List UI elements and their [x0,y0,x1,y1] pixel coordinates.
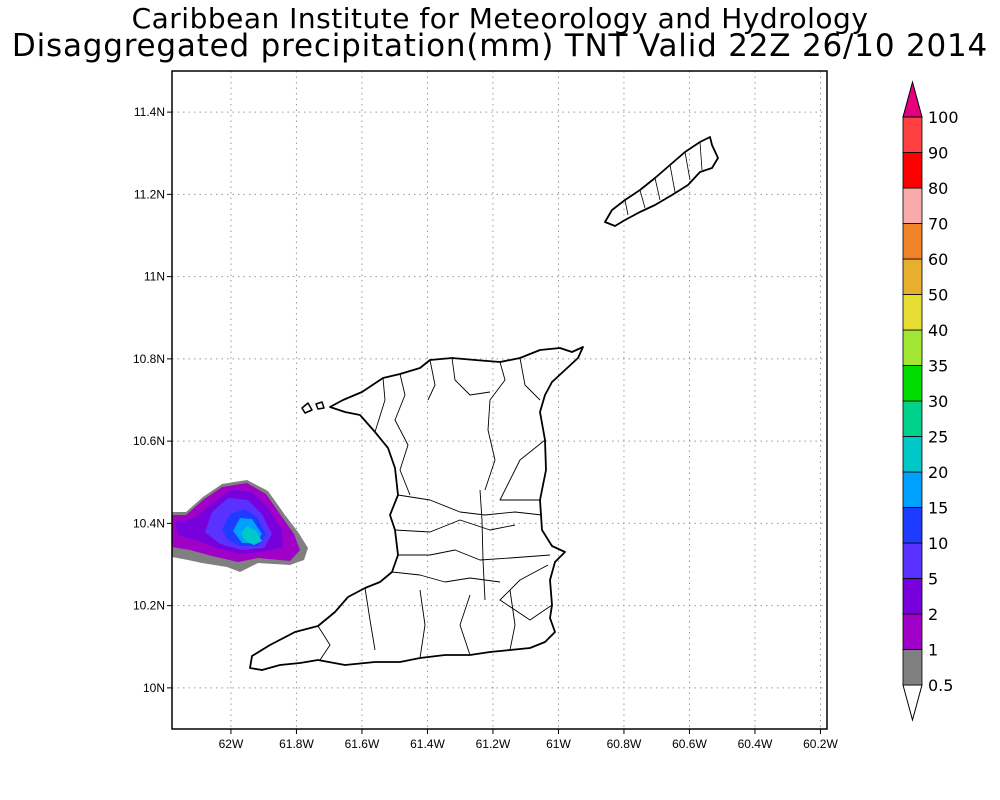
county-boundaries [317,357,553,661]
colorbar-segment [902,329,923,366]
x-tick-label: 60.2W [803,737,838,751]
colorbar-label: 5 [928,570,938,589]
trinidad-island [249,346,584,671]
colorbar-segment [902,187,923,224]
x-tick-label: 62W [219,737,244,751]
y-axis-ticks: 10N 10.2N 10.4N 10.6N 10.8N 11N 11.2N 11.4N [133,105,172,695]
colorbar-segment [902,649,923,686]
colorbar-segment [902,542,923,579]
map-background [172,71,827,729]
y-tick-label: 10.4N [133,516,165,530]
colorbar-segment [902,294,923,331]
trinidad-coastline [249,346,584,671]
colorbar-segment [902,471,923,508]
colorbar-segment [902,613,923,650]
colorbar-label: 90 [928,144,948,163]
colorbar-label: 30 [928,392,948,411]
colorbar-label: 60 [928,250,948,269]
precip-contour-20 [241,526,262,545]
x-tick-label: 60.8W [607,737,642,751]
colorbar-segment [902,578,923,615]
x-tick-label: 61.6W [345,737,380,751]
x-tick-label: 61.4W [410,737,445,751]
colorbar-segment [902,116,923,153]
x-tick-label: 60.6W [672,737,707,751]
y-tick-label: 11.2N [134,187,165,201]
colorbar-label: 10 [928,534,948,553]
colorbar-segment [902,507,923,544]
colorbar-bottom-arrow [902,684,923,722]
colorbar-segment [902,152,923,189]
chart-title-institute: Caribbean Institute for Meteorology and … [131,2,869,35]
colorbar-label: 70 [928,215,948,234]
colorbar-label: 0.5 [928,676,953,695]
x-axis-ticks: 62W 61.8W 61.6W 61.4W 61.2W 61W 60.8W 60.6W 60.4… [219,729,838,751]
x-tick-label: 61.8W [279,737,314,751]
y-tick-label: 10.6N [133,434,165,448]
colorbar-label: 100 [928,108,959,127]
gridlines [172,71,827,729]
colorbar-segment [902,365,923,402]
y-tick-label: 11N [144,270,165,284]
colorbar-top-arrow [902,80,923,118]
colorbar-label: 25 [928,428,948,447]
x-tick-label: 61W [546,737,571,751]
y-tick-label: 11.4N [134,105,165,119]
chart-title-product: Disaggregated precipitation(mm) TNT Vali… [11,28,989,64]
monos-islet [315,401,325,410]
tobago-parish-boundaries [624,141,703,216]
colorbar-label: 50 [928,286,948,305]
x-tick-label: 61.2W [476,737,511,751]
tobago-coastline [604,136,719,227]
colorbar-label: 35 [928,357,948,376]
colorbar-segment [902,400,923,437]
colorbar-label: 15 [928,499,948,518]
y-tick-label: 10.8N [133,352,165,366]
colorbar-label: 1 [928,641,938,660]
x-tick-label: 60.4W [738,737,773,751]
colorbar-label: 40 [928,321,948,340]
colorbar-segment [902,436,923,473]
colorbar-segment [902,258,923,295]
y-tick-label: 10.2N [133,599,165,613]
colorbar-label: 2 [928,605,938,624]
colorbar-label: 20 [928,463,948,482]
precipitation-area [172,480,308,572]
colorbar-segment [902,223,923,260]
y-tick-label: 10N [143,681,165,695]
tobago-island [604,136,719,227]
chacachacare-islet [301,402,313,414]
colorbar-label: 80 [928,179,948,198]
map-frame [171,70,828,730]
